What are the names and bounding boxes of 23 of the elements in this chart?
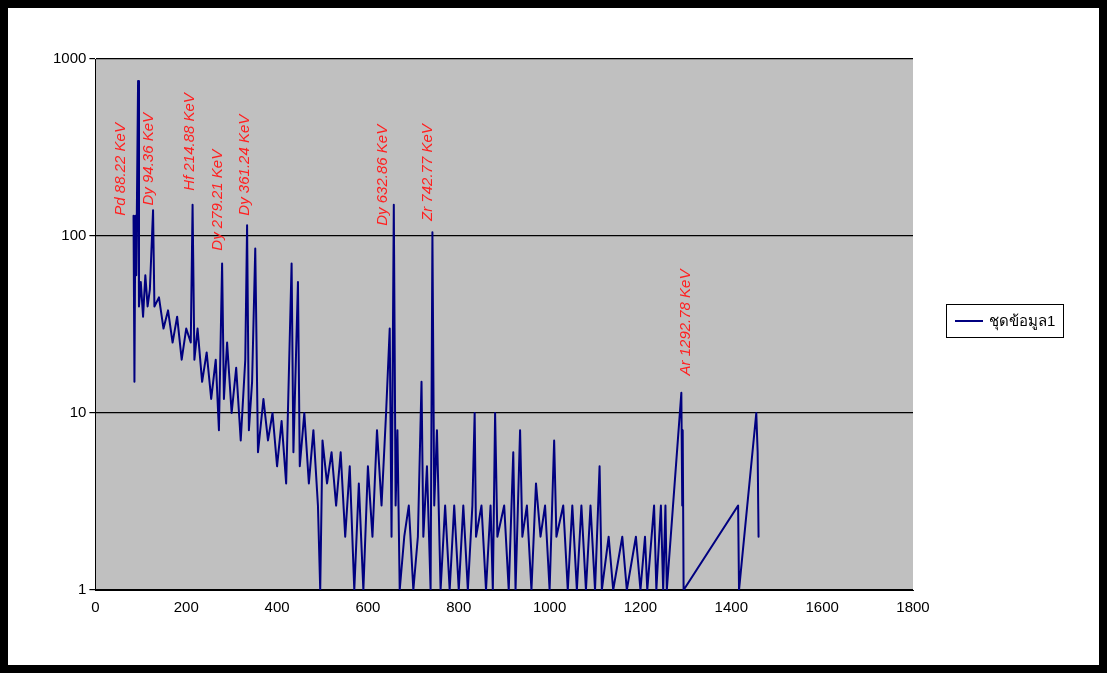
x-tick-label: 600 — [355, 598, 381, 616]
x-tick-label: 0 — [91, 598, 100, 616]
x-tick-label: 1800 — [896, 598, 930, 616]
annotation: Zr 742.77 KeV — [418, 122, 436, 222]
annotation: Hf 214.88 KeV — [180, 91, 198, 191]
annotation: Dy 361.24 KeV — [235, 112, 253, 216]
annotation: Dy 279.21 KeV — [208, 147, 226, 251]
y-tick-label: 100 — [61, 226, 87, 244]
x-tick-label: 800 — [446, 598, 472, 616]
legend-label: ชุดข้อมูล1 — [989, 311, 1056, 333]
y-tick-label: 1 — [78, 580, 87, 598]
annotation: Dy 94.36 KeV — [138, 111, 156, 206]
x-tick-label: 1000 — [532, 598, 567, 616]
x-tick-label: 1600 — [805, 598, 839, 616]
x-tick-label: 200 — [173, 598, 199, 616]
x-tick-label: 400 — [264, 598, 290, 616]
annotation: Pd 88.22 KeV — [110, 121, 128, 216]
annotation: Dy 632.86 KeV — [373, 122, 391, 226]
y-tick-label: 10 — [69, 403, 87, 421]
x-tick-label: 1400 — [714, 598, 748, 616]
annotation: Ar 1292.78 KeV — [675, 267, 693, 377]
y-tick-label: 1000 — [52, 49, 87, 67]
x-tick-label: 1200 — [623, 598, 658, 616]
